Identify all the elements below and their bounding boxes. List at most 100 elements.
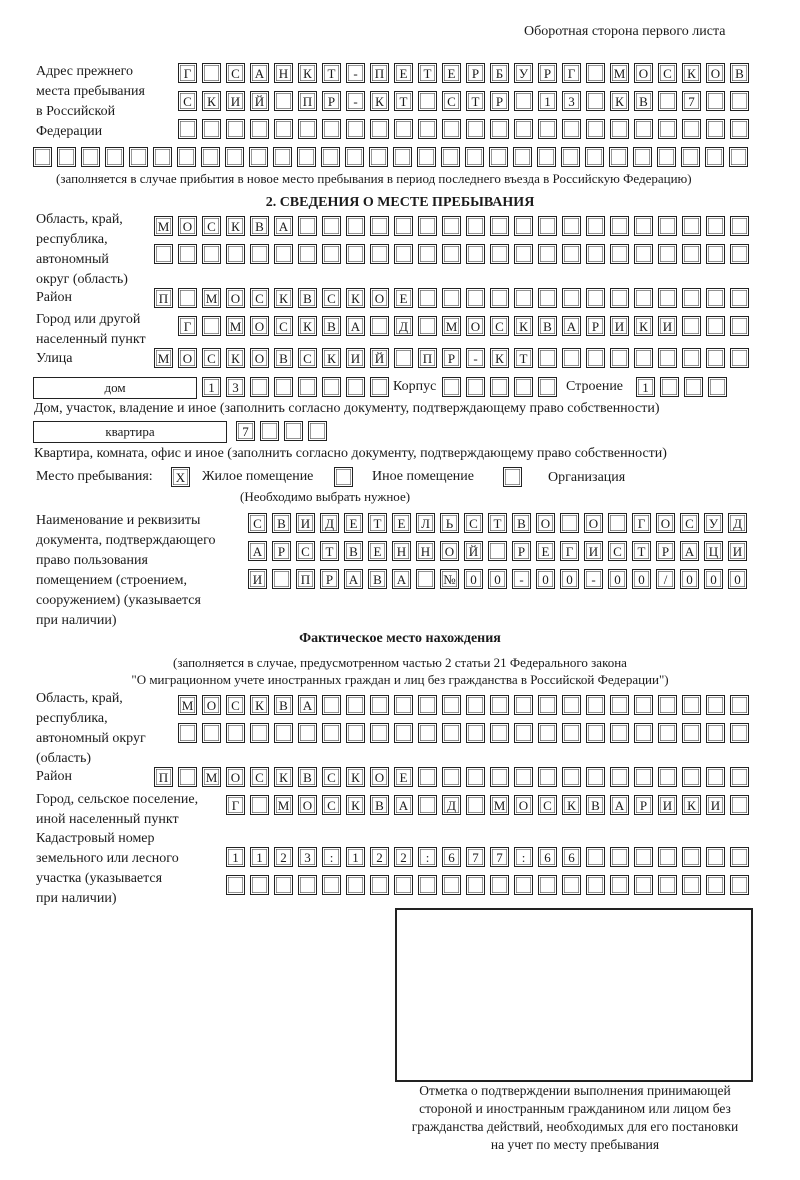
- char-cell[interactable]: Т: [466, 91, 485, 111]
- char-cell[interactable]: [684, 377, 703, 397]
- char-cell[interactable]: [346, 875, 365, 895]
- char-cell[interactable]: [730, 316, 749, 336]
- char-cell[interactable]: К: [298, 63, 317, 83]
- char-cell[interactable]: [418, 875, 437, 895]
- char-cell[interactable]: И: [226, 91, 245, 111]
- char-cell[interactable]: [730, 288, 749, 308]
- char-cell[interactable]: [370, 244, 389, 264]
- char-cell[interactable]: [490, 377, 509, 397]
- char-cell[interactable]: [418, 119, 437, 139]
- char-cell[interactable]: С: [274, 316, 293, 336]
- char-cell[interactable]: [260, 421, 279, 441]
- char-cell[interactable]: [562, 119, 581, 139]
- char-cell[interactable]: В: [298, 288, 317, 308]
- char-cell[interactable]: О: [514, 795, 533, 815]
- char-cell[interactable]: С: [250, 767, 269, 787]
- char-cell[interactable]: С: [322, 795, 341, 815]
- checkbox-other-premises[interactable]: [334, 467, 353, 487]
- char-cell[interactable]: С: [250, 288, 269, 308]
- char-cell[interactable]: [226, 119, 245, 139]
- char-cell[interactable]: В: [634, 91, 653, 111]
- char-cell[interactable]: Е: [344, 513, 363, 533]
- char-cell[interactable]: В: [586, 795, 605, 815]
- char-cell[interactable]: [202, 244, 221, 264]
- char-cell[interactable]: А: [562, 316, 581, 336]
- char-cell[interactable]: В: [368, 569, 387, 589]
- char-cell[interactable]: [660, 377, 679, 397]
- char-cell[interactable]: [562, 288, 581, 308]
- char-cell[interactable]: Р: [466, 63, 485, 83]
- char-cell[interactable]: [308, 421, 327, 441]
- char-cell[interactable]: [634, 875, 653, 895]
- char-cell[interactable]: [225, 147, 244, 167]
- char-cell[interactable]: [274, 723, 293, 743]
- char-cell[interactable]: [284, 421, 303, 441]
- char-cell[interactable]: [562, 348, 581, 368]
- char-cell[interactable]: [202, 119, 221, 139]
- char-cell[interactable]: 0: [728, 569, 747, 589]
- char-cell[interactable]: [730, 216, 749, 236]
- char-cell[interactable]: М: [610, 63, 629, 83]
- char-cell[interactable]: [682, 695, 701, 715]
- char-cell[interactable]: Р: [490, 91, 509, 111]
- char-cell[interactable]: А: [344, 569, 363, 589]
- char-cell[interactable]: О: [656, 513, 675, 533]
- char-cell[interactable]: А: [298, 695, 317, 715]
- char-cell[interactable]: [322, 723, 341, 743]
- char-cell[interactable]: В: [730, 63, 749, 83]
- char-cell[interactable]: [105, 147, 124, 167]
- char-cell[interactable]: [250, 377, 269, 397]
- char-cell[interactable]: [370, 875, 389, 895]
- char-cell[interactable]: 2: [370, 847, 389, 867]
- char-cell[interactable]: [706, 767, 725, 787]
- char-cell[interactable]: [586, 723, 605, 743]
- char-cell[interactable]: [610, 288, 629, 308]
- char-cell[interactable]: [706, 875, 725, 895]
- char-cell[interactable]: О: [634, 63, 653, 83]
- char-cell[interactable]: Г: [562, 63, 581, 83]
- char-cell[interactable]: П: [296, 569, 315, 589]
- char-cell[interactable]: О: [370, 288, 389, 308]
- char-cell[interactable]: [586, 91, 605, 111]
- char-cell[interactable]: [562, 244, 581, 264]
- char-cell[interactable]: М: [274, 795, 293, 815]
- char-cell[interactable]: В: [344, 541, 363, 561]
- char-cell[interactable]: [610, 244, 629, 264]
- char-cell[interactable]: 0: [680, 569, 699, 589]
- char-cell[interactable]: В: [322, 316, 341, 336]
- char-cell[interactable]: [466, 795, 485, 815]
- char-cell[interactable]: [730, 767, 749, 787]
- char-cell[interactable]: [608, 513, 627, 533]
- char-cell[interactable]: О: [466, 316, 485, 336]
- char-cell[interactable]: [658, 348, 677, 368]
- char-cell[interactable]: В: [298, 767, 317, 787]
- char-cell[interactable]: С: [464, 513, 483, 533]
- char-cell[interactable]: [250, 244, 269, 264]
- char-cell[interactable]: [514, 244, 533, 264]
- char-cell[interactable]: [466, 216, 485, 236]
- char-cell[interactable]: [682, 767, 701, 787]
- char-cell[interactable]: С: [608, 541, 627, 561]
- char-cell[interactable]: [586, 847, 605, 867]
- char-cell[interactable]: 3: [226, 377, 245, 397]
- char-cell[interactable]: [178, 288, 197, 308]
- char-cell[interactable]: С: [202, 216, 221, 236]
- char-cell[interactable]: 6: [538, 847, 557, 867]
- char-cell[interactable]: С: [322, 767, 341, 787]
- char-cell[interactable]: [370, 119, 389, 139]
- char-cell[interactable]: [322, 875, 341, 895]
- char-cell[interactable]: -: [512, 569, 531, 589]
- char-cell[interactable]: Г: [178, 316, 197, 336]
- char-cell[interactable]: [658, 244, 677, 264]
- char-cell[interactable]: [634, 288, 653, 308]
- char-cell[interactable]: [585, 147, 604, 167]
- char-cell[interactable]: К: [250, 695, 269, 715]
- char-cell[interactable]: [514, 767, 533, 787]
- char-cell[interactable]: [418, 288, 437, 308]
- char-cell[interactable]: [272, 569, 291, 589]
- char-cell[interactable]: [441, 147, 460, 167]
- char-cell[interactable]: В: [538, 316, 557, 336]
- char-cell[interactable]: [658, 119, 677, 139]
- char-cell[interactable]: Г: [632, 513, 651, 533]
- char-cell[interactable]: Е: [536, 541, 555, 561]
